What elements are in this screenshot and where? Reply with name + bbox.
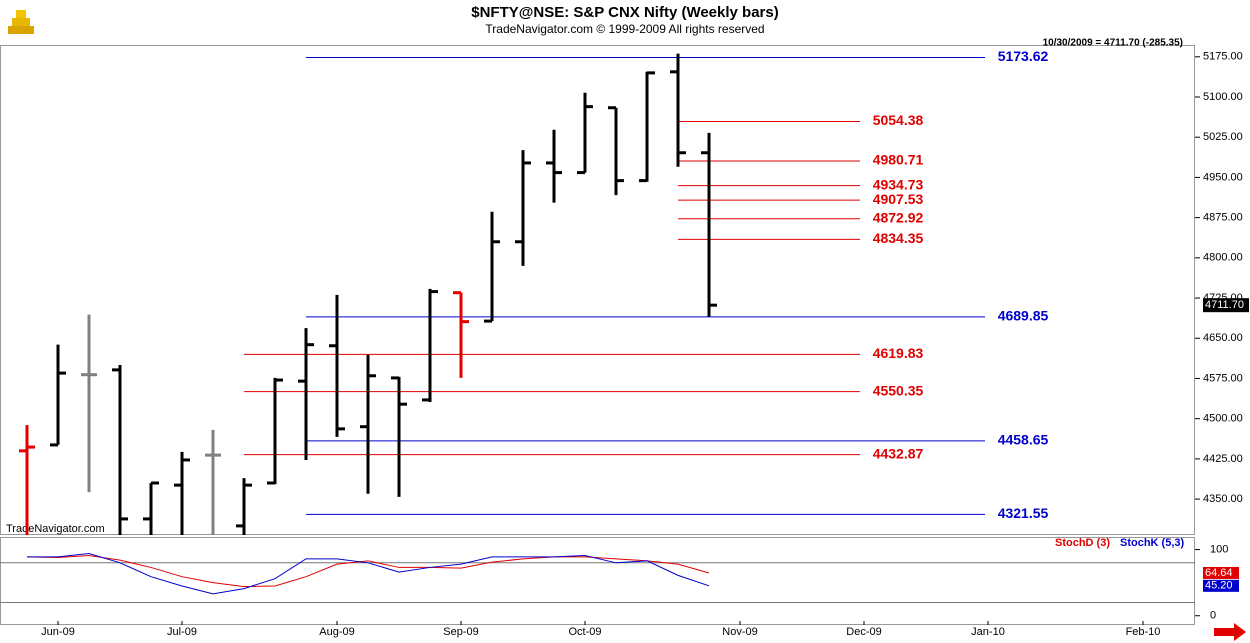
x-tick-label: Nov-09 <box>722 626 757 638</box>
x-tick-label: Aug-09 <box>319 626 354 638</box>
y-tick-label: 0 <box>1210 610 1216 622</box>
level-label: 5054.38 <box>873 112 924 128</box>
last-price-box <box>1203 298 1249 313</box>
value-label-box <box>1203 566 1239 579</box>
level-label: 4907.53 <box>873 191 924 207</box>
legend-entry: StochD (3) <box>1055 537 1110 549</box>
level-label: 4934.73 <box>873 176 924 192</box>
y-tick-label: 4575.00 <box>1203 372 1243 384</box>
y-tick-label: 5025.00 <box>1203 131 1243 143</box>
level-label: 5173.62 <box>998 48 1049 64</box>
value-label-box <box>1203 579 1239 592</box>
stoch-panel <box>0 537 1195 625</box>
chart-subtitle: TradeNavigator.com © 1999-2009 All right… <box>485 22 764 36</box>
price-plot <box>19 53 985 535</box>
status-text: 10/30/2009 = 4711.70 (-285.35) <box>1043 38 1183 49</box>
level-label: 4980.71 <box>873 152 924 168</box>
price-panel <box>0 45 1195 535</box>
level-label: 4458.65 <box>998 432 1049 448</box>
y-tick-label: 4350.00 <box>1203 493 1243 505</box>
y-tick-label: 4425.00 <box>1203 453 1243 465</box>
scroll-arrow[interactable] <box>1214 623 1246 641</box>
watermark: TradeNavigator.com <box>6 523 105 535</box>
legend-entry: StochK (5,3) <box>1120 537 1185 549</box>
y-tick-label: 5175.00 <box>1203 51 1243 63</box>
level-label: 4834.35 <box>873 230 924 246</box>
y-tick-label: 4500.00 <box>1203 413 1243 425</box>
value-label: 64.64 <box>1205 567 1233 579</box>
x-tick-label: Jun-09 <box>41 626 75 638</box>
x-tick-label: Oct-09 <box>568 626 601 638</box>
x-tick-label: Sep-09 <box>443 626 478 638</box>
level-label: 4872.92 <box>873 209 924 225</box>
x-tick-label: Dec-09 <box>846 626 881 638</box>
level-label: 4689.85 <box>998 308 1049 324</box>
y-tick-label: 4650.00 <box>1203 332 1243 344</box>
stoch-line <box>27 553 710 595</box>
y-tick-label: 100 <box>1210 543 1228 555</box>
x-tick-label: Jan-10 <box>971 626 1005 638</box>
y-tick-label: 4800.00 <box>1203 252 1243 264</box>
x-tick-label: Feb-10 <box>1126 626 1161 638</box>
level-label: 4321.55 <box>998 505 1049 521</box>
level-label: 4432.87 <box>873 445 924 461</box>
value-label: 45.20 <box>1205 580 1233 592</box>
logo <box>8 10 34 34</box>
y-tick-label: 5100.00 <box>1203 91 1243 103</box>
chart-title: $NFTY@NSE: S&P CNX Nifty (Weekly bars) <box>471 4 778 21</box>
y-tick-label: 4950.00 <box>1203 171 1243 183</box>
level-label: 4550.35 <box>873 382 924 398</box>
x-tick-label: Jul-09 <box>167 626 197 638</box>
last-price-label: 4711.70 <box>1205 299 1244 311</box>
level-label: 4619.83 <box>873 345 924 361</box>
y-tick-label: 4875.00 <box>1203 212 1243 224</box>
